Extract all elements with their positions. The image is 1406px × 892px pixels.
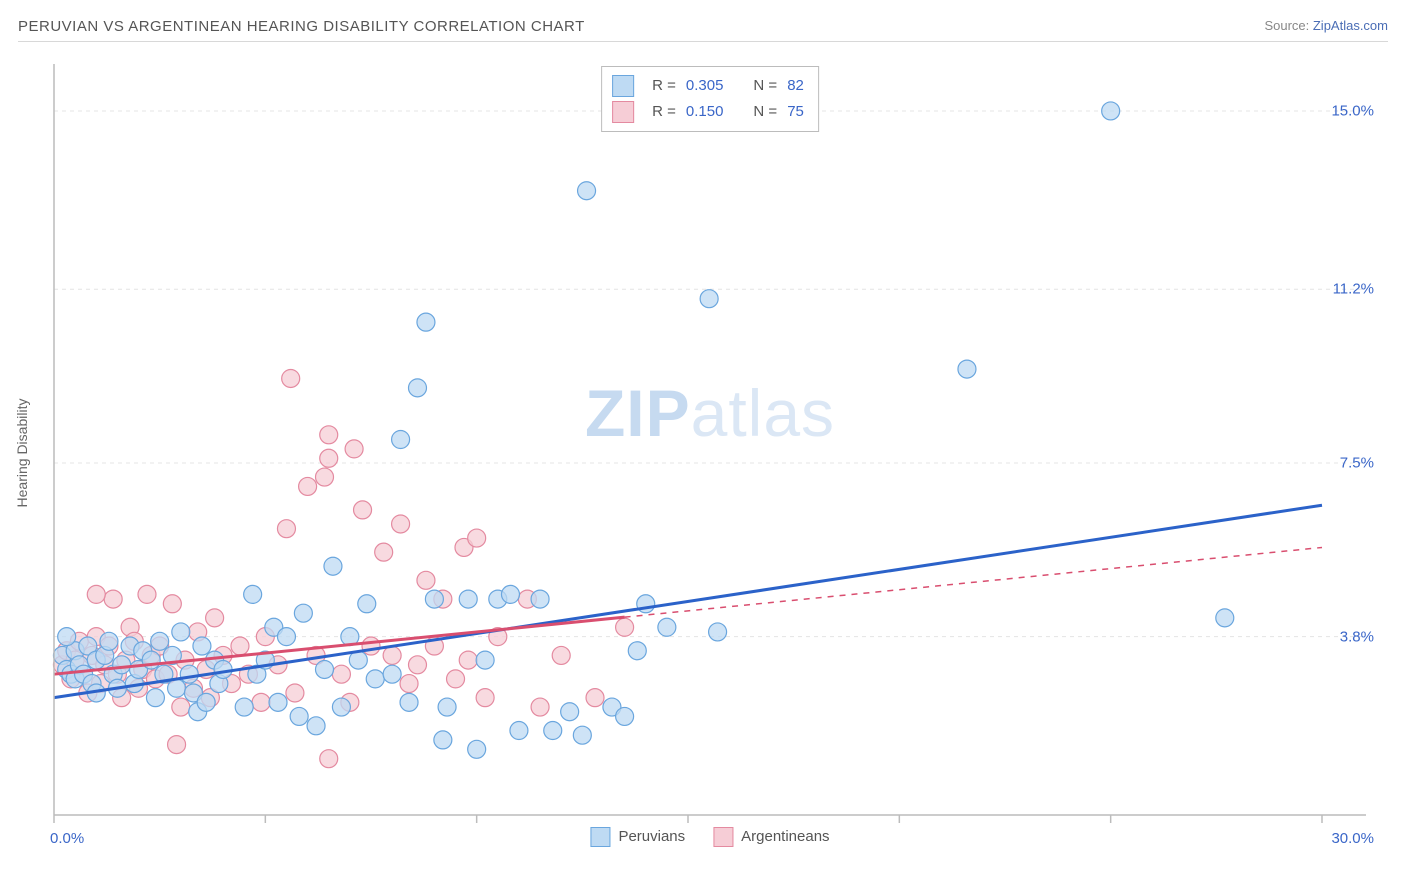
chart-title: PERUVIAN VS ARGENTINEAN HEARING DISABILI… [18,18,585,35]
r-value-1: 0.150 [686,99,724,125]
y-tick-label: 7.5% [1340,454,1374,471]
correlation-swatch-1 [612,101,634,123]
bottom-legend: Peruvians Argentineans [590,827,829,847]
correlation-legend-box: R = 0.305 N = 82 R = 0.150 N = 75 [601,66,819,132]
r-label-1: R = [652,99,676,125]
legend-item-argentineans: Argentineans [713,827,829,847]
n-value-0: 82 [787,73,804,99]
y-axis-label: Hearing Disability [14,398,30,507]
legend-swatch-argentineans [713,827,733,847]
source-link[interactable]: ZipAtlas.com [1313,18,1388,33]
r-label-0: R = [652,73,676,99]
correlation-row-1: R = 0.150 N = 75 [612,99,804,125]
legend-item-peruvians: Peruvians [590,827,685,847]
y-tick-label: 11.2% [1333,281,1374,298]
scatter-plot [50,60,1370,845]
source-attribution: Source: ZipAtlas.com [1264,18,1388,33]
legend-label-argentineans: Argentineans [741,828,829,845]
chart-area: Hearing Disability ZIPatlas 3.8%7.5%11.2… [50,60,1370,845]
source-prefix: Source: [1264,18,1312,33]
n-label-0: N = [753,73,777,99]
correlation-swatch-0 [612,75,634,97]
x-axis-min-label: 0.0% [50,830,84,847]
y-tick-label: 15.0% [1331,102,1374,119]
correlation-row-0: R = 0.305 N = 82 [612,73,804,99]
x-axis-max-label: 30.0% [1331,830,1374,847]
legend-label-peruvians: Peruvians [618,828,685,845]
legend-swatch-peruvians [590,827,610,847]
header-bar: PERUVIAN VS ARGENTINEAN HEARING DISABILI… [18,18,1388,42]
n-label-1: N = [753,99,777,125]
y-tick-label: 3.8% [1340,628,1374,645]
r-value-0: 0.305 [686,73,724,99]
n-value-1: 75 [787,99,804,125]
